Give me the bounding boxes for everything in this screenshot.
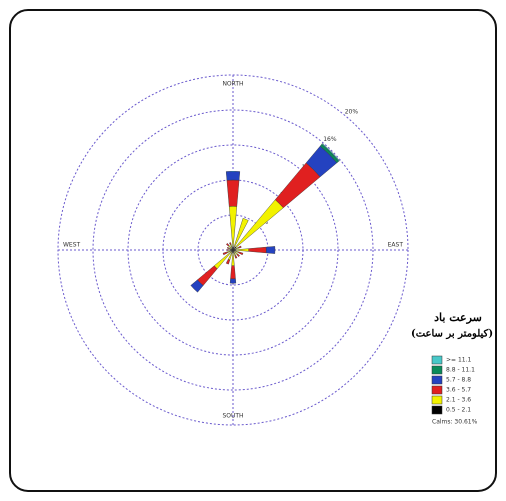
legend-label: 0.5 - 2.1 bbox=[446, 407, 471, 414]
petal-segment bbox=[236, 253, 240, 257]
ring-label: 20% bbox=[345, 109, 359, 116]
petal-segment bbox=[190, 279, 204, 293]
legend-label: 8.8 - 11.1 bbox=[446, 367, 475, 374]
legend-label: 2.1 - 3.6 bbox=[446, 397, 471, 404]
petal-segment bbox=[234, 255, 238, 259]
legend-swatch bbox=[431, 405, 443, 415]
petal-segment bbox=[225, 259, 231, 265]
legend-swatch bbox=[431, 365, 443, 375]
petal-segment bbox=[229, 278, 237, 284]
petal-segment bbox=[228, 249, 232, 251]
legend-swatch bbox=[431, 375, 443, 385]
ring bbox=[127, 144, 339, 356]
petal-segment bbox=[222, 251, 228, 256]
petal-segment bbox=[225, 171, 241, 181]
compass-label: WEST bbox=[63, 242, 81, 249]
petal-segment bbox=[226, 249, 229, 251]
ring bbox=[92, 109, 374, 391]
compass-label: SOUTH bbox=[222, 413, 243, 420]
petal-segment bbox=[226, 246, 230, 249]
legend-swatch bbox=[431, 395, 443, 405]
ring bbox=[57, 74, 409, 426]
petal-segment bbox=[226, 243, 230, 247]
legend-title: سرعت باد bbox=[434, 311, 482, 324]
petal-segment bbox=[226, 179, 240, 207]
legend-label: 3.6 - 5.7 bbox=[446, 387, 471, 394]
calms-label: Calms: 30.61% bbox=[432, 419, 478, 426]
legend-label: >= 11.1 bbox=[446, 357, 472, 364]
petal-segment bbox=[238, 245, 242, 249]
compass-label: EAST bbox=[388, 242, 404, 249]
petal-segment bbox=[238, 251, 244, 256]
legend-swatch bbox=[431, 385, 443, 395]
petal-segment bbox=[265, 246, 276, 254]
petal-segment bbox=[229, 242, 232, 245]
petal-segment bbox=[233, 218, 249, 248]
petal-segment bbox=[321, 143, 340, 162]
ring-label: 16% bbox=[323, 136, 337, 143]
legend-label: 5.7 - 8.8 bbox=[446, 377, 471, 384]
legend-swatch bbox=[431, 355, 443, 365]
compass-label: NORTH bbox=[222, 81, 243, 88]
legend-subtitle: (کیلومتر بر ساعت) bbox=[411, 329, 493, 340]
